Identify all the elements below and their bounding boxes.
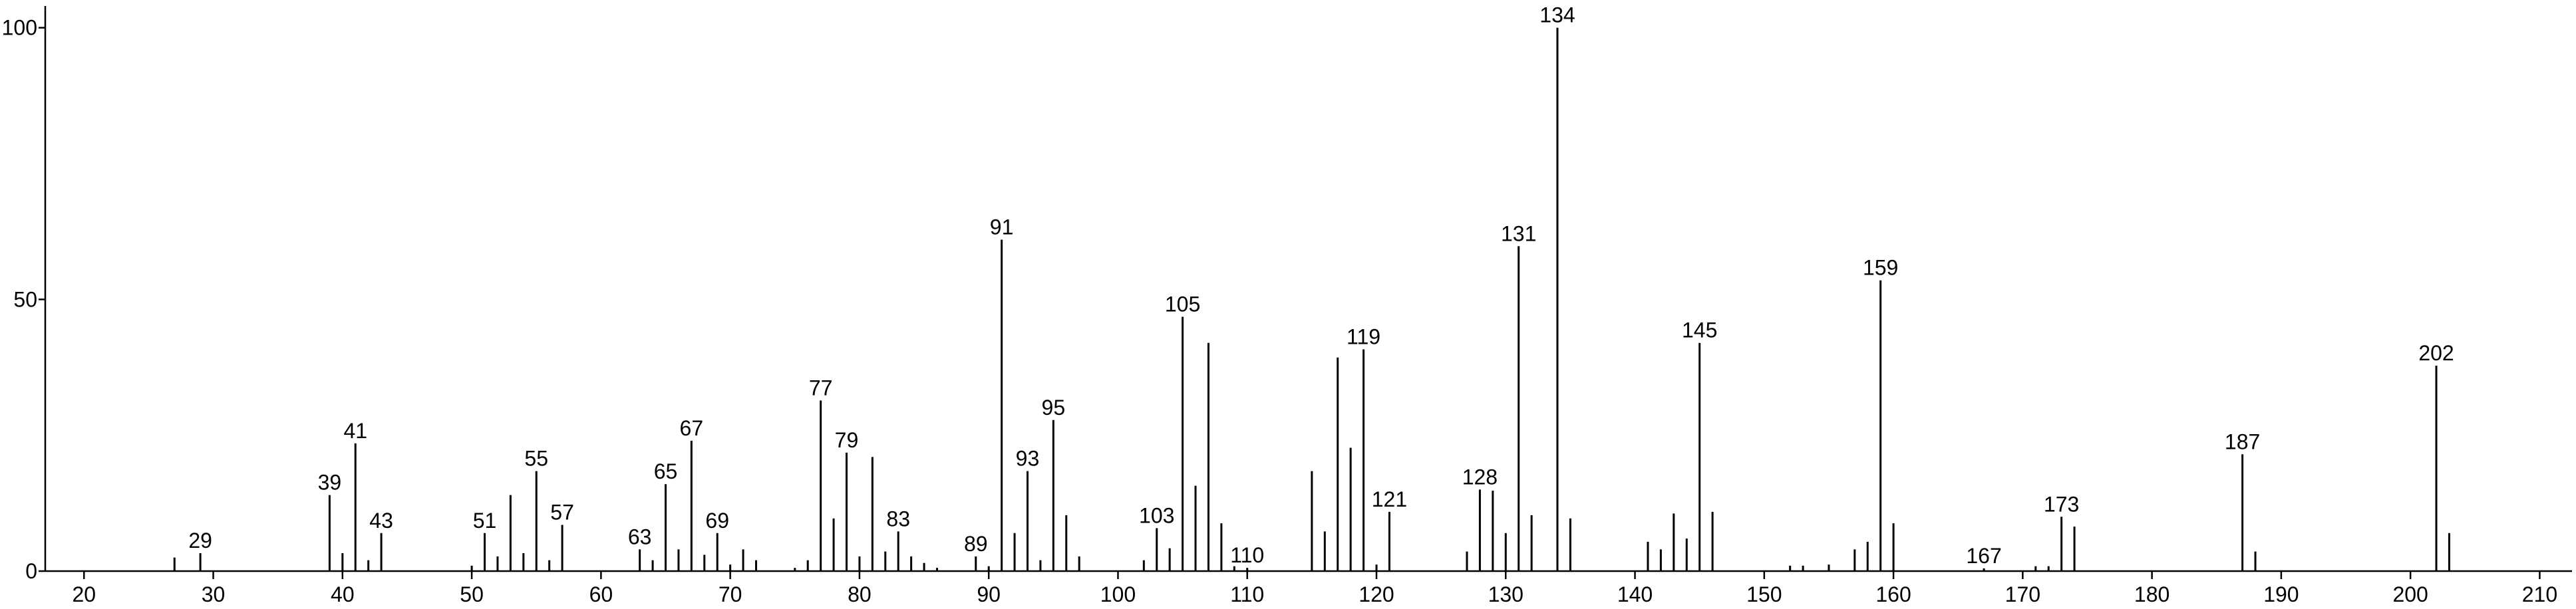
peak-label: 134 xyxy=(1539,3,1575,27)
peak-label: 69 xyxy=(705,509,729,533)
y-tick-label: 50 xyxy=(13,287,37,311)
peak-label: 55 xyxy=(524,447,548,471)
peak-label: 39 xyxy=(318,471,342,495)
peak-label: 65 xyxy=(654,459,678,483)
peak-label: 93 xyxy=(1016,447,1040,471)
x-tick-label: 40 xyxy=(331,582,355,606)
peak-label: 110 xyxy=(1230,543,1264,567)
peak-label: 159 xyxy=(1863,256,1898,280)
peak-label: 121 xyxy=(1372,487,1407,511)
peak-label: 202 xyxy=(2418,341,2454,365)
peak-label: 119 xyxy=(1347,325,1380,349)
peak-label: 63 xyxy=(628,525,652,548)
peak-label: 51 xyxy=(473,509,497,533)
x-tick-label: 50 xyxy=(460,582,484,606)
peak-label: 57 xyxy=(550,501,574,525)
x-tick-label: 30 xyxy=(202,582,226,606)
x-tick-label: 80 xyxy=(848,582,872,606)
x-tick-label: 130 xyxy=(1488,582,1524,606)
peak-label: 128 xyxy=(1462,465,1498,489)
x-tick-label: 160 xyxy=(1875,582,1911,606)
peak-label: 145 xyxy=(1682,318,1717,342)
peak-label: 131 xyxy=(1501,221,1536,245)
peak-label: 173 xyxy=(2044,492,2079,516)
x-tick-label: 180 xyxy=(2134,582,2170,606)
peak-label: 89 xyxy=(964,532,988,556)
x-tick-label: 100 xyxy=(1100,582,1136,606)
x-tick-label: 20 xyxy=(72,582,96,606)
peak-label: 95 xyxy=(1042,396,1066,420)
x-tick-label: 200 xyxy=(2392,582,2428,606)
peak-label: 77 xyxy=(809,376,833,400)
peak-label: 187 xyxy=(2225,429,2260,453)
peak-label: 167 xyxy=(1966,544,2001,568)
y-tick-label: 100 xyxy=(2,16,37,40)
y-tick-label: 0 xyxy=(25,559,37,583)
x-tick-label: 190 xyxy=(2263,582,2299,606)
x-tick-label: 150 xyxy=(1746,582,1782,606)
peak-label: 103 xyxy=(1139,503,1174,527)
x-tick-label: 70 xyxy=(719,582,742,606)
x-tick-label: 90 xyxy=(977,582,1001,606)
peak-label: 29 xyxy=(188,529,212,552)
x-tick-label: 110 xyxy=(1230,582,1264,606)
x-tick-label: 120 xyxy=(1359,582,1394,606)
x-tick-label: 170 xyxy=(2005,582,2040,606)
peak-label: 43 xyxy=(369,509,393,533)
peak-label: 105 xyxy=(1165,293,1200,316)
peak-label: 41 xyxy=(343,419,367,443)
x-tick-label: 140 xyxy=(1617,582,1653,606)
peak-label: 91 xyxy=(990,215,1014,239)
x-tick-label: 210 xyxy=(2522,582,2557,606)
peak-label: 67 xyxy=(680,416,704,440)
peak-label: 83 xyxy=(886,507,910,531)
peak-label: 79 xyxy=(835,428,859,452)
x-tick-label: 60 xyxy=(589,582,613,606)
